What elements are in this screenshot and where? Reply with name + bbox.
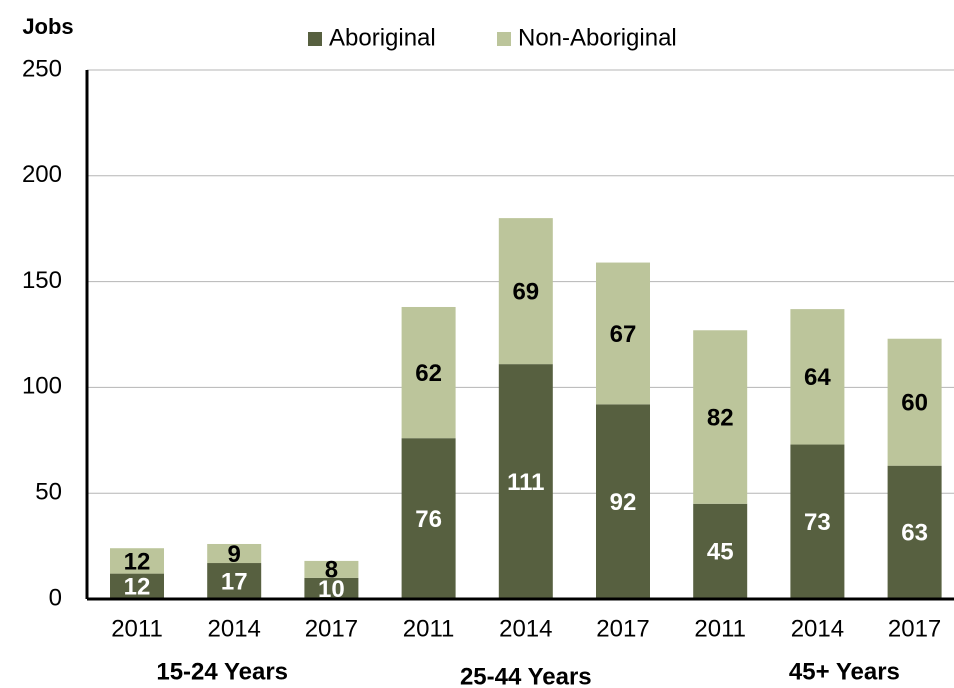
legend-label: Aboriginal (329, 24, 436, 51)
group-label: 45+ Years (789, 658, 900, 685)
group-label: 25-44 Years (460, 663, 592, 688)
data-label: 60 (901, 390, 928, 417)
y-axis-label: Jobs (22, 14, 73, 39)
data-label: 62 (415, 360, 442, 387)
x-tick-label: 2014 (208, 615, 261, 642)
y-tick-label: 200 (22, 161, 62, 188)
bar-segment (401, 438, 456, 599)
y-tick-label: 50 (35, 479, 62, 506)
data-label: 17 (221, 568, 248, 595)
bar-segment (498, 218, 553, 365)
y-tick-label: 150 (22, 267, 62, 294)
x-tick-label: 2014 (499, 615, 552, 642)
y-tick-label: 250 (22, 55, 62, 82)
bar-segment (887, 465, 942, 599)
bar-segment (790, 444, 845, 599)
x-tick-label: 2014 (791, 615, 844, 642)
bar-segment (207, 543, 262, 564)
data-label: 63 (901, 520, 928, 547)
x-tick-label: 2011 (694, 615, 746, 642)
bar-segment (596, 262, 650, 405)
data-label: 76 (415, 506, 442, 533)
data-label: 111 (507, 469, 544, 496)
bar-segment (304, 577, 359, 599)
y-tick-label: 100 (22, 373, 62, 400)
bar-segment (110, 548, 164, 574)
data-label: 92 (610, 489, 637, 516)
y-tick-label: 0 (49, 584, 62, 611)
bar-segment (887, 338, 942, 466)
data-label: 45 (707, 539, 734, 566)
data-label: 9 (228, 541, 241, 568)
data-label: 12 (124, 548, 151, 575)
data-label: 67 (610, 321, 637, 348)
x-tick-label: 2017 (596, 615, 649, 642)
data-label: 69 (512, 278, 539, 305)
bar-segment (693, 330, 748, 504)
x-tick-label: 2017 (888, 615, 941, 642)
x-tick-label: 2011 (111, 615, 163, 642)
bar-segment (596, 404, 650, 599)
data-label: 82 (707, 404, 734, 431)
legend-swatch (308, 32, 322, 46)
group-label: 15-24 Years (156, 658, 288, 685)
data-label: 8 (325, 557, 338, 584)
bar-segment (110, 573, 164, 599)
data-label: 64 (804, 364, 831, 391)
bar-segment (790, 309, 845, 445)
x-tick-label: 2017 (305, 615, 358, 642)
data-label: 73 (804, 509, 831, 536)
bar-segment (401, 306, 456, 439)
legend-label: Non-Aboriginal (518, 24, 677, 51)
bar-segment (207, 563, 262, 599)
data-label: 12 (124, 574, 151, 601)
bar-segment (304, 560, 359, 578)
x-tick-label: 2011 (403, 615, 455, 642)
legend-swatch (497, 32, 511, 46)
bar-segment (498, 364, 553, 599)
bar-segment (693, 503, 748, 599)
